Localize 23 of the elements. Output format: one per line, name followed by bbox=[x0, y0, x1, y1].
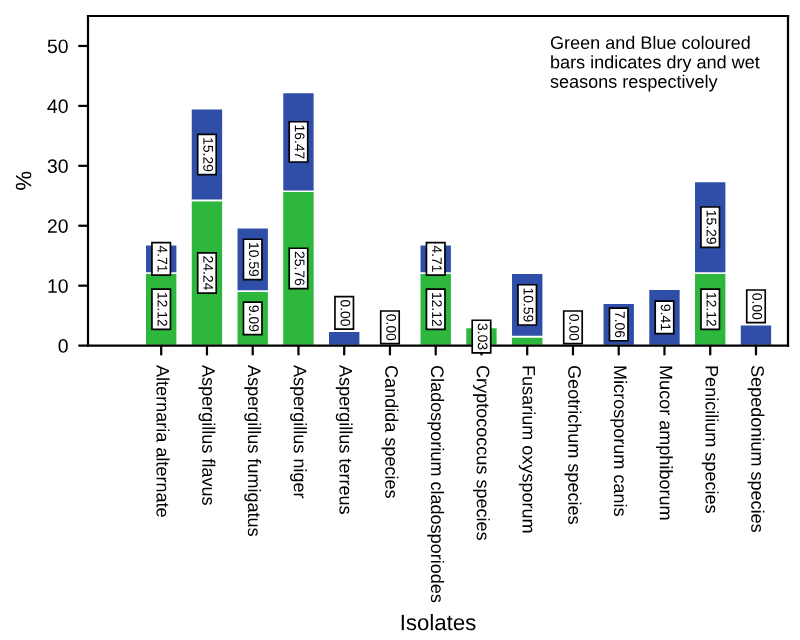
x-tick-label: Alternaria alternate bbox=[156, 365, 170, 517]
x-tick-label: Aspergillus flavus bbox=[198, 365, 216, 505]
x-tick-label: Cryptococcus species bbox=[473, 365, 490, 540]
y-axis-title: % bbox=[15, 171, 32, 190]
y-tick-label: 30 bbox=[47, 159, 68, 174]
y-tick-label: 40 bbox=[47, 99, 68, 114]
x-tick-label: Aspergillus terreus bbox=[335, 365, 353, 514]
x-tick-label: Mucor amphiborum bbox=[656, 366, 673, 520]
y-tick-label: 10 bbox=[48, 279, 68, 293]
x-tick-label: Aspergillus niger bbox=[290, 365, 307, 499]
y-tick-label: 50 bbox=[47, 39, 68, 54]
x-tick-label: Aspergillus fumigatus bbox=[244, 365, 262, 536]
x-tick-label: Fusarium oxysporum bbox=[518, 366, 536, 533]
y-tick-label: 0 bbox=[58, 339, 68, 353]
x-tick-label: Cladosporium cladosporiodes bbox=[427, 365, 445, 603]
x-tick-label: Microsporum canis bbox=[610, 366, 628, 516]
annotation: Green and Blue coloured bars indicates dry and wet seasons respectively bbox=[550, 35, 760, 92]
x-tick-label: Penicilium species bbox=[701, 366, 719, 513]
x-tick-label: Candida species bbox=[381, 365, 399, 498]
y-tick-label: 20 bbox=[47, 219, 68, 233]
x-tick-label: Sepedonium species bbox=[747, 365, 765, 533]
x-axis-title: Isolates bbox=[401, 614, 476, 631]
x-tick-label: Geotrichum species bbox=[564, 365, 582, 524]
